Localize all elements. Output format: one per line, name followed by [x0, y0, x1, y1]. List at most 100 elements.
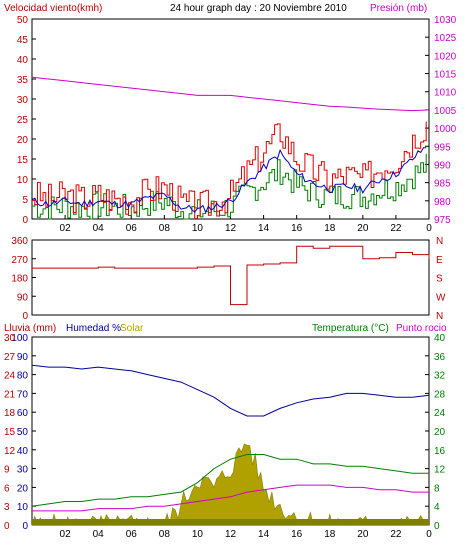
wind-right-tick: 1030: [434, 15, 457, 26]
wind-right-tick: 1010: [434, 88, 457, 99]
weather-right-tick: 20: [434, 427, 446, 438]
rain-tick: 30: [4, 333, 16, 344]
wind-right-tick: 975: [434, 215, 451, 226]
rain-tick: 0: [4, 521, 10, 532]
wind-right-tick: 1015: [434, 70, 457, 81]
header-date-title: 24 hour graph day : 20 Noviembre 2010: [170, 3, 347, 14]
weather-left-tick: 100: [11, 333, 28, 344]
weather-left-tick: 0: [22, 521, 28, 532]
wind-left-tick: 5: [22, 195, 28, 206]
weather-x-tick: 12: [225, 529, 237, 540]
direction-left-tick: 0: [22, 311, 28, 322]
direction-compass-tick: N: [436, 311, 443, 322]
weather-left-tick: 60: [17, 408, 29, 419]
wind-left-tick: 15: [17, 155, 29, 166]
wind-left-tick: 0: [22, 215, 28, 226]
weather-right-tick: 4: [434, 502, 440, 513]
direction-compass-tick: W: [436, 292, 446, 303]
dewpoint-series: [32, 484, 429, 512]
wind-left-tick: 10: [17, 175, 29, 186]
weather-left-tick: 90: [17, 352, 29, 363]
weather-x-tick: 04: [93, 529, 105, 540]
direction-left-tick: 270: [11, 255, 28, 266]
wind-x-tick: 08: [159, 223, 171, 234]
solar-axis-label: Solar: [120, 323, 144, 334]
rain-tick: 21: [4, 389, 16, 400]
wind-gust-series: [32, 121, 427, 220]
weather-left-tick: 30: [17, 465, 29, 476]
wind-left-tick: 20: [17, 135, 29, 146]
wind-x-tick: 02: [60, 223, 72, 234]
wind-min-series: [32, 153, 427, 220]
weather-right-tick: 28: [434, 389, 446, 400]
humidity-series: [31, 364, 430, 417]
weather-right-tick: 8: [434, 483, 440, 494]
wind-left-tick: 30: [17, 95, 29, 106]
wind-x-tick: 0: [426, 223, 432, 234]
wind-right-tick: 985: [434, 179, 451, 190]
direction-left-tick: 360: [11, 236, 28, 247]
weather-x-tick: 10: [192, 529, 204, 540]
rain-tick: 24: [4, 371, 16, 382]
wind-left-tick: 35: [17, 75, 29, 86]
wind-x-tick: 04: [93, 223, 105, 234]
weather-x-tick: 08: [159, 529, 171, 540]
direction-compass-tick: S: [436, 274, 443, 285]
rain-tick: 3: [4, 502, 10, 513]
weather-x-tick: 06: [126, 529, 138, 540]
weather-x-tick: 02: [60, 529, 72, 540]
wind-right-tick: 1020: [434, 51, 457, 62]
wind-x-tick: 22: [390, 223, 402, 234]
header-wind-label: Velocidad viento(kmh): [4, 3, 102, 14]
wind-right-tick: 1005: [434, 106, 457, 117]
rain-tick: 12: [4, 446, 16, 457]
wind-right-tick: 990: [434, 160, 451, 171]
weather-x-tick: 14: [258, 529, 270, 540]
weather-left-tick: 70: [17, 389, 29, 400]
weather-x-tick: 16: [291, 529, 303, 540]
weather-right-tick: 12: [434, 465, 446, 476]
wind-x-tick: 18: [324, 223, 336, 234]
direction-compass-tick: N: [436, 236, 443, 247]
direction-series: [32, 245, 430, 306]
wind-x-tick: 14: [258, 223, 270, 234]
wind-right-tick: 980: [434, 197, 451, 208]
wind-average-series: [31, 147, 427, 214]
wind-right-tick: 1025: [434, 33, 457, 44]
rain-tick: 27: [4, 352, 16, 363]
wind-left-tick: 25: [17, 115, 29, 126]
rain-tick: 9: [4, 465, 10, 476]
weather-left-tick: 50: [17, 427, 29, 438]
direction-compass-tick: E: [436, 255, 443, 266]
weather-right-tick: 16: [434, 446, 446, 457]
weather-left-tick: 10: [17, 502, 29, 513]
weather-x-tick: 22: [390, 529, 402, 540]
rain-tick: 15: [4, 427, 16, 438]
weather-left-tick: 40: [17, 446, 29, 457]
wind-x-tick: 16: [291, 223, 303, 234]
weather-right-tick: 24: [434, 408, 446, 419]
rain-axis-label: Lluvia (mm): [4, 323, 56, 334]
weather-right-tick: 40: [434, 333, 446, 344]
weather-right-tick: 32: [434, 371, 446, 382]
weather-right-tick: 36: [434, 352, 446, 363]
temperature-axis-label: Temperatura (°C): [312, 323, 389, 334]
weather-right-tick: 0: [434, 521, 440, 532]
wind-right-tick: 995: [434, 142, 451, 153]
header-pressure-label: Presión (mb): [370, 3, 427, 14]
wind-left-tick: 50: [17, 15, 29, 26]
rain-tick: 18: [4, 408, 16, 419]
wind-right-tick: 1000: [434, 124, 457, 135]
humidity-axis-label: Humedad %: [66, 323, 121, 334]
solar-area: [31, 443, 429, 526]
wind-x-tick: 10: [192, 223, 204, 234]
weather-left-tick: 20: [17, 483, 29, 494]
direction-left-tick: 90: [17, 292, 29, 303]
weather-left-tick: 80: [17, 371, 29, 382]
direction-left-tick: 180: [11, 274, 28, 285]
weather-x-tick: 18: [324, 529, 336, 540]
rain-base-bar: [32, 519, 429, 525]
rain-tick: 6: [4, 483, 10, 494]
wind-x-tick: 12: [225, 223, 237, 234]
